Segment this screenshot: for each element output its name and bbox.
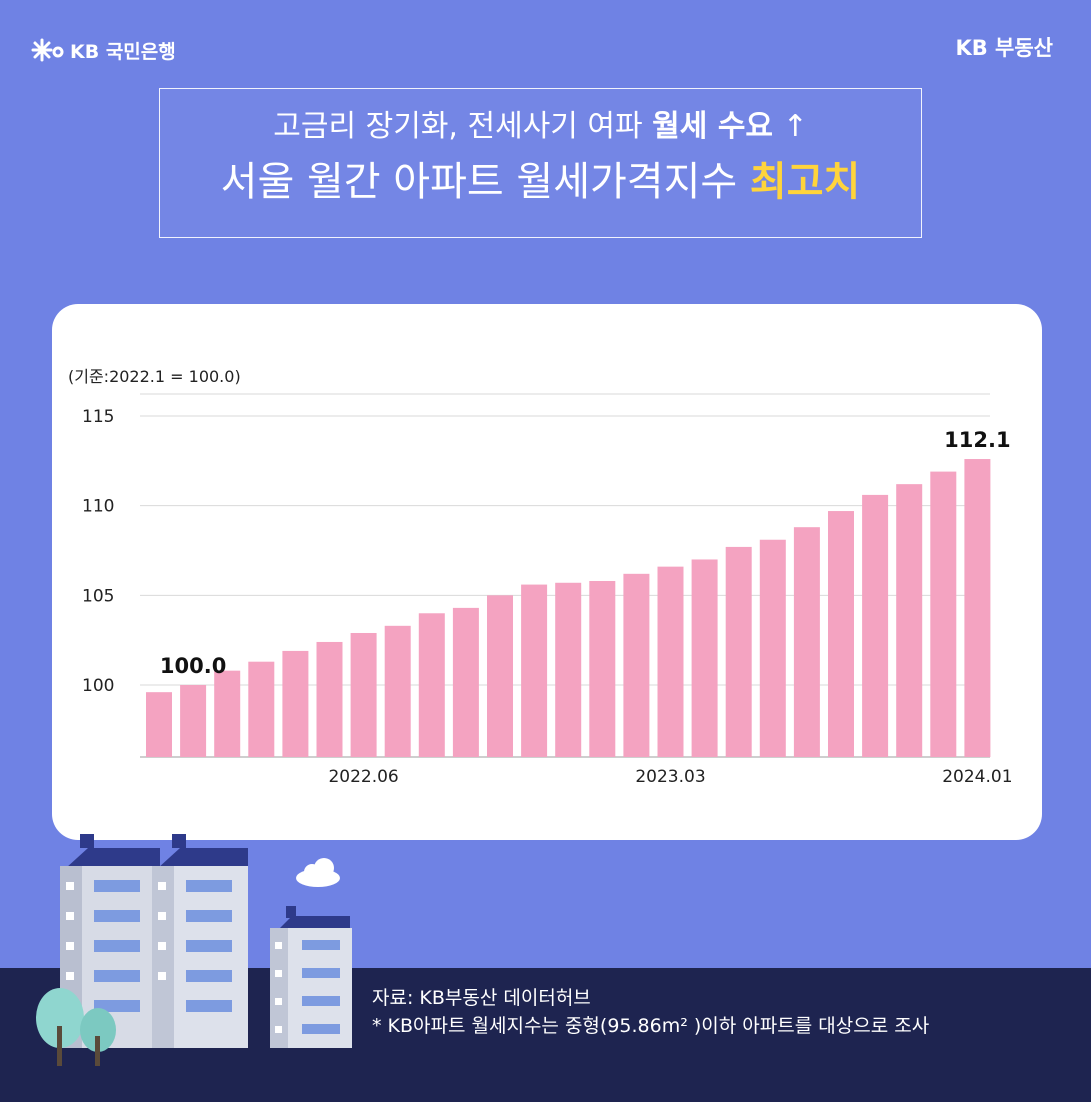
headline-line2: 서울 월간 아파트 월세가격지수 최고치 (160, 155, 921, 209)
headline-line1-bold: 월세 수요 (652, 109, 774, 144)
bar (418, 613, 445, 757)
unit-note: (기준:2022.1 = 100.0) (68, 367, 241, 386)
bar (725, 546, 752, 757)
bar (180, 685, 207, 757)
bar (316, 641, 343, 757)
bar (521, 584, 548, 757)
bar (862, 494, 889, 757)
apartment-buildings-illustration (36, 834, 352, 1066)
kb-realestate-logo: KB 부동산 (955, 36, 1053, 60)
bar (146, 692, 172, 757)
bar (691, 559, 718, 757)
bar (487, 595, 513, 757)
bar (964, 459, 991, 757)
x-tick-label: 2024.01 (942, 767, 1012, 787)
x-tick-label: 2023.03 (635, 767, 705, 787)
data-label: 112.1 (944, 428, 1010, 452)
y-tick-label: 115 (82, 407, 114, 427)
bar (896, 484, 923, 757)
chart-card: (기준:2022.1 = 100.0) 100 105 110 115 2022.06 20… (52, 304, 1042, 840)
methodology-note: * KB아파트 월세지수는 중형(95.86m² )이하 아파트를 대상으로 조… (372, 1015, 930, 1037)
source-note: 자료: KB부동산 데이터허브 * KB아파트 월세지수는 중형(95.86m²… (372, 984, 929, 1040)
building-small (270, 906, 352, 1048)
headline-line1-prefix: 고금리 장기화, 전세사기 여파 (273, 109, 653, 144)
up-arrow-icon: ↑ (782, 109, 808, 144)
y-tick-label: 105 (82, 586, 114, 606)
bar (214, 670, 241, 757)
x-tick-label: 2022.06 (328, 767, 398, 787)
bar (793, 527, 820, 757)
bar-chart: (기준:2022.1 = 100.0) 100 105 110 115 2022.06 20… (68, 367, 1013, 787)
headline-line2-prefix: 서울 월간 아파트 월세가격지수 (220, 159, 750, 205)
bar (384, 625, 411, 757)
bar (452, 607, 479, 757)
bar (350, 632, 377, 757)
headline-highlight: 최고치 (749, 159, 861, 205)
source-line: 자료: KB부동산 데이터허브 (372, 987, 591, 1009)
bank-name: KB 국민은행 (70, 40, 176, 63)
y-tick-label: 100 (82, 676, 114, 696)
bar (248, 661, 275, 757)
headline-box: 고금리 장기화, 전세사기 여파 월세 수요 ↑ 서울 월간 아파트 월세가격지… (159, 88, 922, 238)
bar (555, 582, 582, 757)
kb-bank-logo: KB 국민은행 (30, 36, 176, 64)
building-large-right (152, 834, 248, 1048)
y-tick-label: 110 (82, 497, 114, 517)
headline-line1: 고금리 장기화, 전세사기 여파 월세 수요 ↑ (160, 107, 921, 147)
bar (657, 566, 684, 757)
cloud-icon (296, 858, 340, 887)
bar (623, 573, 650, 757)
bar (759, 539, 786, 757)
data-label: 100.0 (160, 654, 226, 678)
bar (282, 650, 309, 757)
kb-star-icon (31, 38, 64, 62)
bar (930, 471, 957, 757)
bar (828, 511, 854, 757)
tree-icon (36, 988, 116, 1066)
bar (589, 580, 616, 757)
